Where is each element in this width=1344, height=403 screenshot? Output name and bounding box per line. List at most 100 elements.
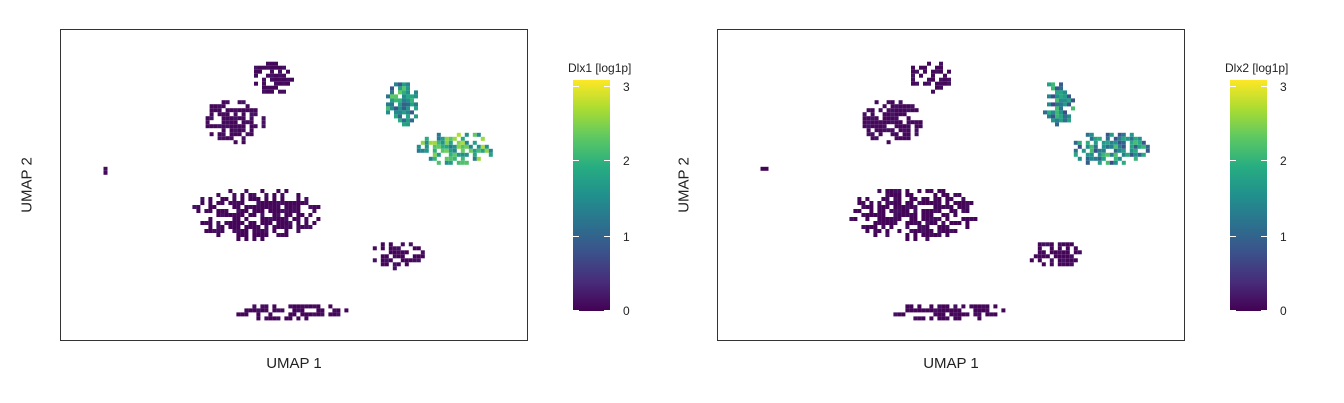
cell-point	[260, 201, 265, 205]
cell-point	[264, 229, 269, 233]
cell-point	[249, 108, 254, 113]
cell-point	[1125, 152, 1130, 157]
cell-point	[890, 100, 895, 105]
cell-point	[404, 258, 409, 263]
cell-point	[923, 81, 927, 86]
cell-point	[945, 213, 950, 217]
cell-point	[284, 225, 289, 229]
cluster-2	[103, 166, 108, 175]
cell-point	[424, 136, 429, 141]
cell-point	[886, 116, 891, 121]
cell-point	[212, 205, 217, 209]
cell-point	[1061, 254, 1066, 259]
cell-point	[270, 89, 274, 94]
cell-point	[248, 225, 253, 229]
cell-point	[380, 246, 385, 251]
cell-point	[902, 108, 907, 113]
cell-point	[917, 308, 922, 313]
cell-point	[874, 136, 879, 141]
cell-point	[1073, 148, 1078, 153]
cell-point	[965, 312, 970, 317]
cell-point	[862, 116, 867, 121]
cell-point	[933, 209, 938, 213]
cell-point	[233, 112, 238, 117]
cell-point	[902, 132, 907, 137]
cell-point	[1101, 140, 1106, 145]
cell-point	[1089, 132, 1094, 137]
cell-point	[1069, 254, 1074, 259]
cell-point	[272, 193, 277, 197]
cell-point	[965, 209, 970, 213]
cell-point	[308, 312, 313, 317]
cell-point	[941, 213, 946, 217]
cell-point	[877, 217, 882, 221]
cell-point	[893, 201, 898, 205]
cell-point	[488, 152, 493, 157]
cell-point	[910, 120, 915, 125]
cell-point	[448, 156, 453, 161]
cell-point	[196, 205, 201, 209]
cell-point	[272, 209, 277, 213]
cell-point	[893, 213, 898, 217]
cell-point	[1089, 144, 1094, 149]
colorbar-tick-0	[573, 310, 579, 311]
cell-point	[1029, 258, 1034, 263]
cell-point	[200, 221, 205, 225]
cell-point	[260, 209, 265, 213]
cell-point	[312, 209, 317, 213]
cell-point	[913, 205, 918, 209]
cell-point	[905, 308, 910, 313]
cell-point	[890, 108, 895, 113]
cell-point	[965, 201, 970, 205]
cell-point	[898, 112, 903, 117]
cell-point	[941, 225, 946, 229]
cell-point	[898, 124, 903, 129]
cell-point	[1081, 148, 1086, 153]
colorbar-tick-3-right	[1261, 86, 1267, 87]
cell-point	[288, 209, 293, 213]
cell-point	[889, 225, 894, 229]
cell-point	[881, 197, 886, 201]
cell-point	[1097, 148, 1102, 153]
cell-point	[1047, 82, 1051, 87]
cell-point	[917, 225, 922, 229]
cell-point	[308, 225, 313, 229]
cell-point	[240, 229, 245, 233]
cell-point	[1097, 160, 1102, 165]
cell-point	[886, 140, 891, 145]
cell-point	[320, 308, 325, 313]
cell-point	[262, 85, 266, 90]
cell-point	[252, 304, 257, 309]
cell-point	[240, 193, 245, 197]
cell-point	[913, 221, 918, 225]
cell-point	[316, 217, 321, 221]
cell-point	[933, 308, 938, 313]
cell-point	[937, 197, 942, 201]
cell-point	[1059, 82, 1063, 87]
cell-point	[464, 144, 469, 149]
cell-point	[217, 108, 222, 113]
cell-point	[905, 221, 910, 225]
cell-point	[344, 308, 349, 313]
cell-point	[1053, 254, 1058, 259]
cell-point	[897, 201, 902, 205]
cell-point	[456, 144, 461, 149]
cell-point	[296, 209, 301, 213]
cell-point	[1057, 262, 1062, 267]
cell-point	[402, 90, 406, 95]
cell-point	[885, 197, 890, 201]
cell-point	[1085, 144, 1090, 149]
cell-point	[241, 128, 246, 133]
cell-point	[894, 124, 899, 129]
cell-point	[424, 144, 429, 149]
cell-point	[874, 128, 879, 133]
cell-point	[260, 217, 265, 221]
cell-point	[296, 304, 301, 309]
cell-point	[220, 225, 225, 229]
cell-point	[209, 124, 214, 129]
cell-point	[229, 116, 234, 121]
cell-point	[939, 81, 943, 86]
cell-point	[414, 106, 418, 111]
cell-point	[909, 193, 914, 197]
cell-point	[398, 110, 402, 115]
